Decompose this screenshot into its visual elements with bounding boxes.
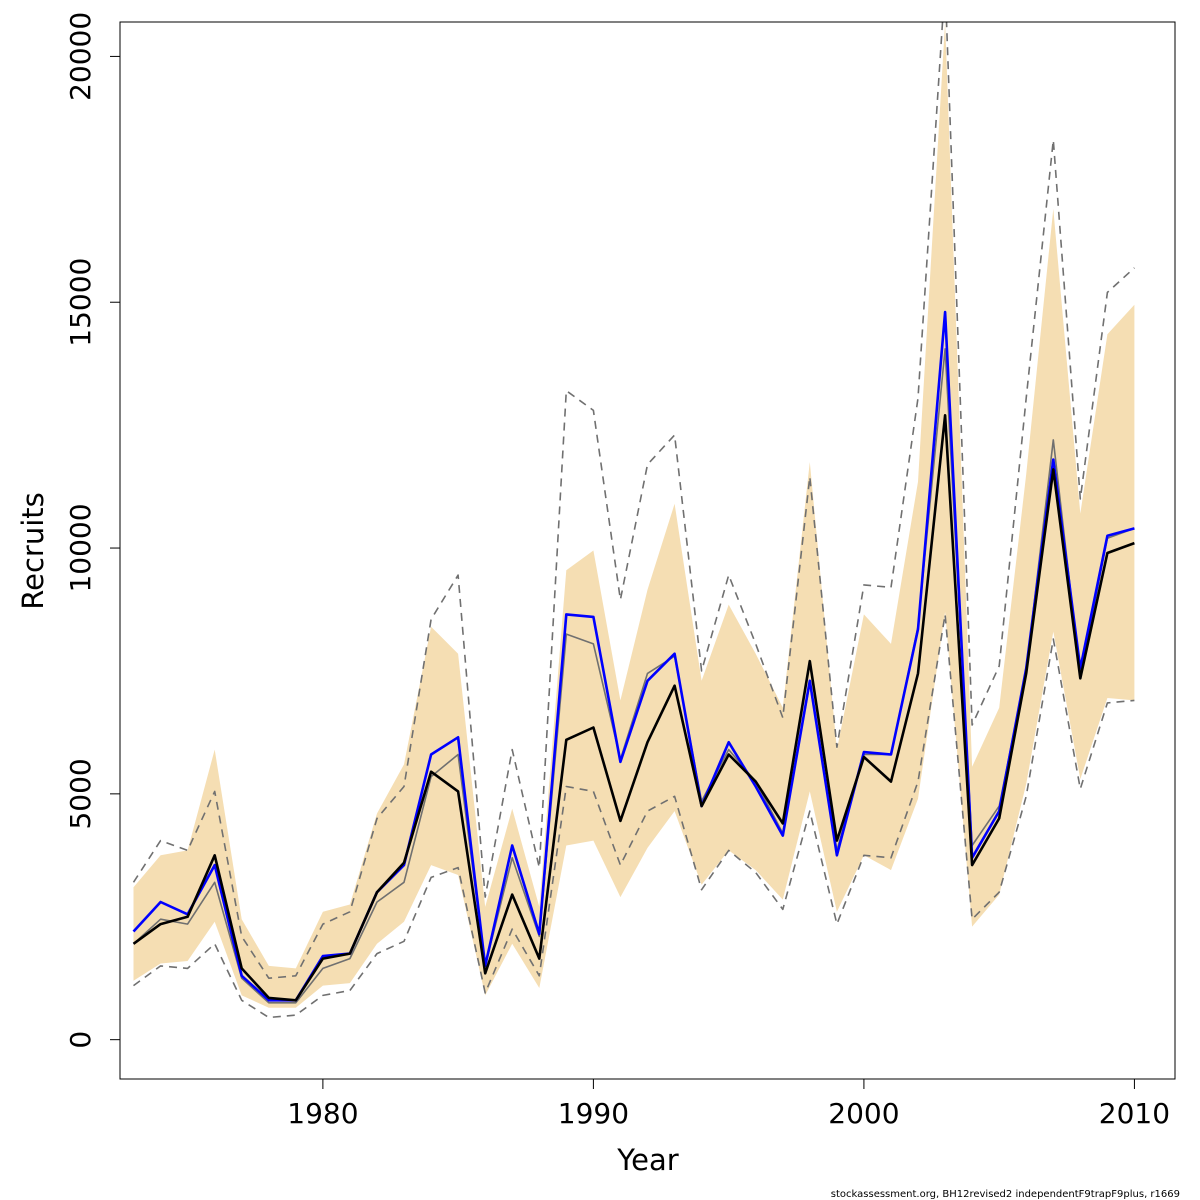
y-tick-label: 0: [64, 1031, 97, 1049]
footnote: stockassessment.org, BH12revised2 indepe…: [831, 1189, 1180, 1200]
x-axis-title: Year: [616, 1143, 678, 1177]
plot-frame: [119, 21, 1176, 1080]
series-line-black-solid: [132, 413, 1135, 1002]
x-tick-label: 2010: [1099, 1097, 1170, 1130]
y-axis-title: Recruits: [16, 492, 50, 609]
x-axis: 1980 1990 2000 2010: [287, 1079, 1170, 1130]
x-tick-label: 1990: [558, 1097, 629, 1130]
y-tick-label: 5000: [64, 758, 97, 829]
band-polygon: [133, 22, 1135, 1008]
y-tick-label: 10000: [64, 503, 97, 592]
y-tick-label: 20000: [64, 12, 97, 101]
x-tick-label: 2000: [828, 1097, 899, 1130]
x-tick-label: 1980: [287, 1097, 358, 1130]
confidence-band: [133, 22, 1135, 1008]
y-axis: 0 5000 10000 15000 20000: [64, 12, 120, 1049]
series-line-grey-dashed-lower: [133, 613, 1135, 1019]
series-lines: [132, 22, 1135, 1019]
y-tick-label: 15000: [64, 258, 97, 347]
